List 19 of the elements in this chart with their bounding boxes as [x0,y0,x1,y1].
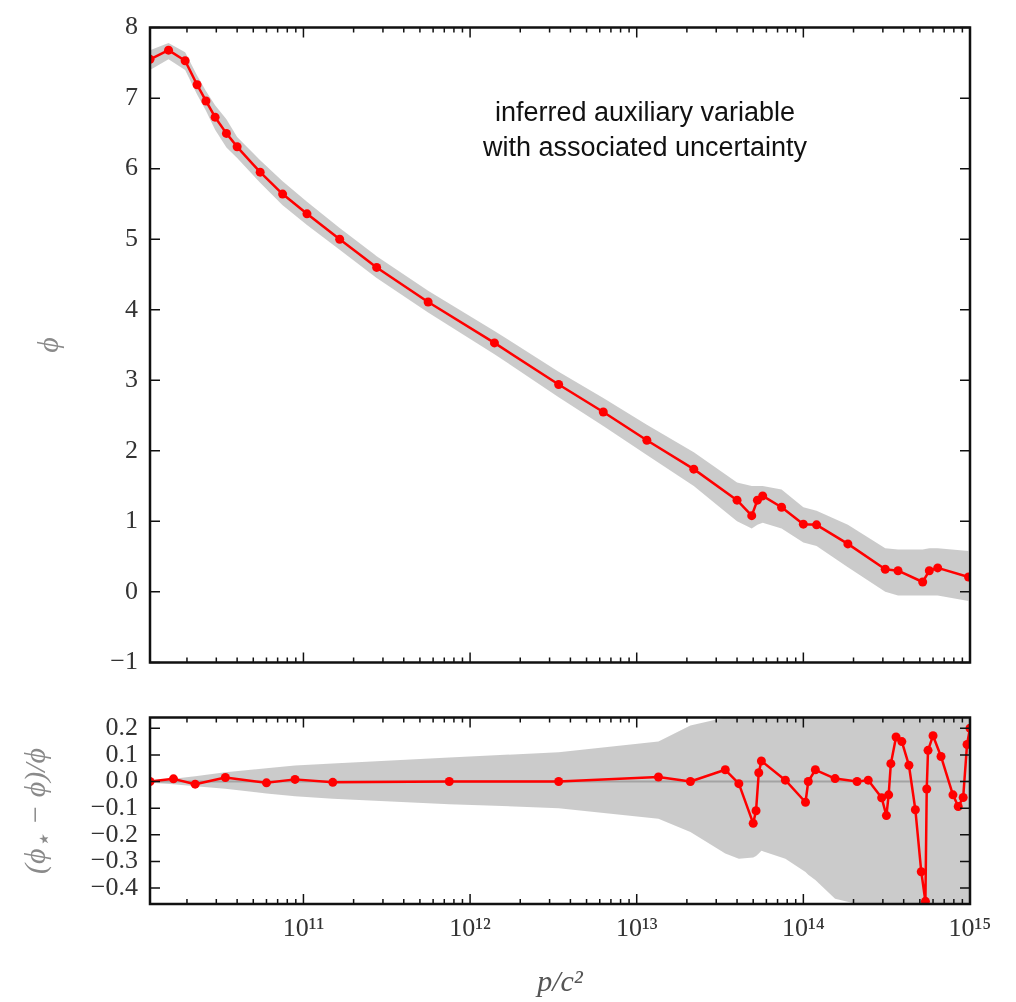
y-axis-title: ϕ [31,337,65,353]
y-tick-label: 2 [125,434,138,464]
annotation: inferred auxiliary variable with associated uncertainty [481,96,809,165]
y-tick-label: 0 [125,575,138,605]
y-tick-label: 1 [125,505,138,535]
y-tick-label: 4 [125,293,138,323]
y-tick-label: 7 [125,81,138,111]
x-tick-label: 10¹⁴ [781,913,825,943]
x-tick-label: 10¹¹ [282,913,325,943]
x-tick-label: 10¹⁵ [948,913,992,943]
x-axis-title: p/c² [537,964,583,998]
x-tick-label: 10¹² [449,913,492,943]
y-tick-label: 3 [125,364,138,394]
y-tick-label: 6 [125,152,138,182]
y-tick-label: −0.2 [90,818,138,848]
y-tick-label: 8 [125,11,138,41]
y-tick-label: 5 [125,223,138,253]
x-tick-label: 10¹³ [615,913,658,943]
y-tick-label: −1 [110,646,138,676]
